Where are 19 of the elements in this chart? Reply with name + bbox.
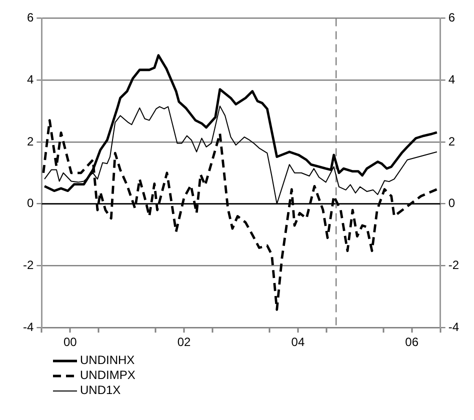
legend-label: UNDIMPX bbox=[80, 368, 136, 383]
legend-label: UNDINHX bbox=[80, 353, 135, 368]
legend-label: UND1X bbox=[80, 383, 121, 398]
y-tick-label: 6 bbox=[26, 10, 34, 25]
y2-tick-label: -2 bbox=[448, 258, 460, 272]
x-tick-label: 06 bbox=[405, 335, 419, 350]
y2-tick-label: 2 bbox=[448, 134, 456, 148]
y2-tick-label: 0 bbox=[448, 196, 456, 210]
x-tick-label: 04 bbox=[291, 335, 305, 350]
y-tick-label: -2 bbox=[23, 258, 34, 272]
y-tick-label: -4 bbox=[23, 320, 34, 334]
y-tick-label: 4 bbox=[26, 72, 34, 86]
y2-tick-label: -4 bbox=[448, 320, 460, 334]
x-tick-label: 00 bbox=[63, 335, 78, 350]
y-tick-label: 0 bbox=[26, 196, 34, 210]
y2-tick-label: 6 bbox=[448, 10, 456, 25]
y-tick-label: 2 bbox=[26, 134, 34, 148]
y2-tick-label: 4 bbox=[448, 72, 456, 86]
x-tick-label: 02 bbox=[177, 335, 192, 350]
